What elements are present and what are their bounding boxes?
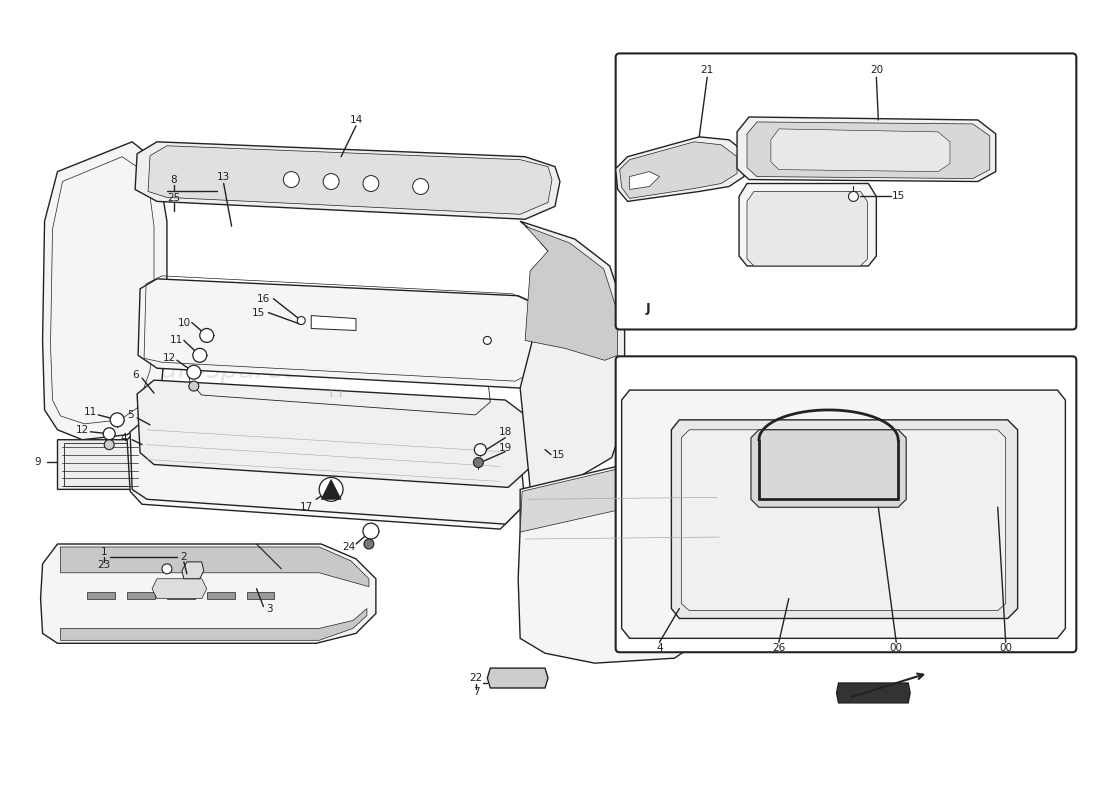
Polygon shape (130, 418, 525, 524)
Circle shape (363, 523, 378, 539)
Polygon shape (128, 592, 155, 598)
Text: J: J (646, 302, 650, 315)
Circle shape (200, 329, 213, 342)
Polygon shape (487, 668, 548, 688)
Text: 14: 14 (350, 115, 363, 125)
Polygon shape (518, 465, 724, 663)
Text: 26: 26 (772, 643, 785, 654)
Text: 5: 5 (126, 410, 133, 420)
Circle shape (483, 337, 492, 344)
Text: 16: 16 (256, 294, 271, 304)
Text: 15: 15 (551, 450, 564, 460)
Text: 15: 15 (252, 308, 265, 318)
Polygon shape (520, 222, 625, 487)
Circle shape (110, 413, 124, 427)
Polygon shape (182, 562, 204, 578)
Circle shape (323, 174, 339, 190)
Polygon shape (152, 578, 207, 598)
Text: 7: 7 (473, 687, 480, 697)
Text: 00: 00 (890, 643, 903, 654)
Circle shape (412, 178, 429, 194)
Polygon shape (41, 544, 376, 643)
Text: 21: 21 (701, 66, 714, 75)
Polygon shape (60, 609, 367, 640)
Circle shape (474, 444, 486, 456)
Polygon shape (139, 279, 548, 388)
Text: 8: 8 (170, 174, 177, 185)
Circle shape (473, 458, 483, 467)
Text: 25: 25 (167, 194, 180, 203)
Text: 18: 18 (498, 426, 512, 437)
Text: 23: 23 (98, 560, 111, 570)
Polygon shape (57, 440, 144, 490)
Circle shape (284, 171, 299, 187)
Text: 4: 4 (121, 433, 128, 442)
Text: 11: 11 (84, 407, 97, 417)
Polygon shape (60, 547, 369, 586)
Text: 17: 17 (299, 502, 312, 512)
Text: 11: 11 (170, 335, 184, 346)
Text: [  ]: [ ] (330, 389, 342, 398)
Text: 20: 20 (870, 66, 883, 75)
Polygon shape (619, 142, 737, 198)
Polygon shape (671, 420, 1018, 618)
Text: 2: 2 (180, 552, 187, 562)
Polygon shape (207, 592, 234, 598)
Text: eurospares: eurospares (144, 356, 299, 384)
Polygon shape (751, 430, 906, 507)
Polygon shape (138, 380, 530, 487)
Polygon shape (87, 592, 116, 598)
Circle shape (363, 175, 378, 191)
Circle shape (187, 366, 201, 379)
Text: 22: 22 (470, 673, 483, 683)
Text: 24: 24 (342, 542, 355, 552)
Text: 1: 1 (101, 547, 108, 557)
Text: 9: 9 (34, 457, 41, 466)
Polygon shape (621, 390, 1066, 638)
Polygon shape (525, 226, 618, 360)
Polygon shape (321, 479, 341, 499)
Text: 12: 12 (76, 425, 89, 434)
Polygon shape (135, 142, 560, 219)
Text: 13: 13 (217, 171, 230, 182)
Polygon shape (629, 171, 659, 190)
Polygon shape (681, 430, 1005, 610)
FancyBboxPatch shape (616, 54, 1076, 330)
Circle shape (103, 428, 116, 440)
Text: 15: 15 (892, 191, 905, 202)
FancyBboxPatch shape (616, 356, 1076, 652)
Text: 3: 3 (266, 603, 273, 614)
Polygon shape (616, 137, 744, 202)
Polygon shape (737, 117, 996, 182)
Text: 12: 12 (163, 354, 177, 363)
Text: eurospares: eurospares (412, 356, 568, 384)
Polygon shape (771, 129, 950, 171)
Circle shape (319, 478, 343, 502)
Polygon shape (747, 191, 868, 266)
Circle shape (848, 191, 858, 202)
Polygon shape (836, 683, 910, 703)
Circle shape (104, 440, 114, 450)
Polygon shape (148, 146, 552, 214)
Circle shape (162, 564, 172, 574)
Text: 4: 4 (656, 643, 663, 654)
Text: eurospares: eurospares (789, 490, 898, 509)
Polygon shape (246, 592, 274, 598)
Text: eurospares: eurospares (789, 167, 898, 186)
Text: 10: 10 (178, 318, 191, 327)
Circle shape (364, 539, 374, 549)
Circle shape (297, 317, 305, 325)
Polygon shape (128, 425, 520, 529)
Polygon shape (520, 467, 719, 532)
Text: 6: 6 (132, 370, 139, 380)
Polygon shape (747, 122, 990, 178)
Text: 00: 00 (999, 643, 1012, 654)
Polygon shape (739, 183, 877, 266)
Polygon shape (43, 142, 167, 440)
Polygon shape (167, 592, 195, 598)
Circle shape (189, 381, 199, 391)
Text: 19: 19 (498, 442, 512, 453)
Polygon shape (311, 315, 356, 330)
Circle shape (192, 348, 207, 362)
